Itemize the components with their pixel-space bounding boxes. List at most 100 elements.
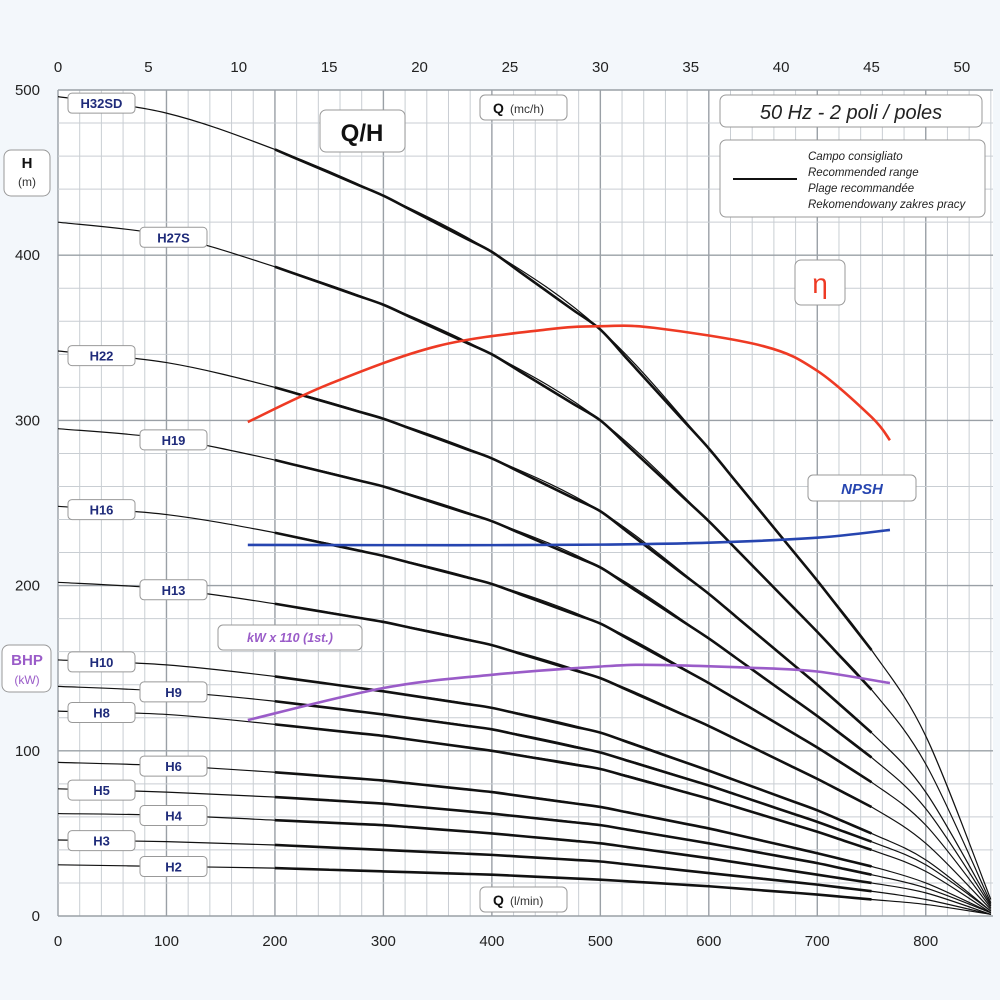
curve-H3-recommended	[274, 843, 872, 893]
curve-label-H2: H2	[139, 856, 208, 878]
x2-unit: (mc/h)	[510, 102, 544, 116]
chart-title: Q/H	[341, 120, 384, 147]
curve-label-box	[67, 779, 136, 801]
y-unit: (m)	[18, 175, 36, 189]
curve-label-box	[67, 701, 136, 723]
legend-text: Recommended range	[808, 167, 919, 179]
x2-tick-label: 20	[411, 59, 428, 76]
curve-H22-recommended	[274, 386, 873, 734]
curve-label-box	[139, 856, 208, 878]
curve-H27S-recommended	[274, 265, 873, 691]
power-label-text: kW x 110 (1st.)	[247, 631, 333, 645]
plot-area	[58, 90, 993, 916]
curve-label-text: H27S	[157, 230, 190, 245]
y-tick-label: 0	[32, 908, 40, 925]
curve-H9-recommended	[274, 699, 872, 843]
subtitle-box: 50 Hz - 2 poli / poles	[719, 94, 983, 128]
curve-label-text: H16	[90, 503, 114, 518]
x2-tick-label: 40	[773, 59, 790, 76]
efficiency-label: η	[794, 259, 846, 306]
y-tick-label: 100	[15, 743, 40, 760]
curve-label-H3: H3	[67, 830, 136, 852]
curve-label-box	[67, 830, 136, 852]
npsh-curve	[247, 528, 891, 547]
curves	[57, 96, 992, 915]
curve-label-box	[139, 805, 208, 827]
curve-label-box	[139, 579, 208, 601]
x-tick-label: 100	[154, 933, 179, 950]
x-tick-label: 200	[262, 933, 287, 950]
title-box: Q/H	[319, 109, 406, 153]
curve-label-text: H10	[90, 655, 114, 670]
x2-axis-label: Q (mc/h)	[479, 94, 568, 121]
chart-subtitle: 50 Hz - 2 poli / poles	[760, 102, 942, 124]
legend: Campo consigliato Recommended range Plag…	[719, 139, 986, 218]
legend-text: Rekomendowany zakres pracy	[808, 199, 966, 211]
curve-label-H22: H22	[67, 345, 136, 367]
x2-label: Q	[493, 100, 504, 116]
power-label: kW x 110 (1st.)	[217, 624, 363, 651]
x2-tick-label: 15	[321, 59, 338, 76]
curve-label-box	[67, 499, 136, 521]
curve-label-H9: H9	[139, 681, 208, 703]
curve-label-H13: H13	[139, 579, 208, 601]
curve-label-box	[139, 755, 208, 777]
curve-label-text: H22	[90, 349, 114, 364]
curve-label-text: H8	[93, 705, 110, 720]
x-unit: (l/min)	[510, 894, 543, 908]
y-tick-label: 200	[15, 578, 40, 595]
x-tick-label: 400	[479, 933, 504, 950]
x2-tick-label: 30	[592, 59, 609, 76]
curve-label-text: H5	[93, 783, 110, 798]
y-tick-label: 500	[15, 82, 40, 99]
x-axis-label: Q (l/min)	[479, 886, 568, 913]
x2-tick-label: 0	[54, 59, 62, 76]
curve-label-box	[67, 92, 136, 114]
x-tick-label: 700	[805, 933, 830, 950]
curve-label-box	[139, 226, 208, 248]
y2-axis-label: BHP (kW)	[1, 644, 52, 693]
x2-tick-label: 50	[954, 59, 971, 76]
curve-H5-recommended	[274, 795, 872, 876]
curve-label-H8: H8	[67, 701, 136, 723]
curve-H16-recommended	[274, 531, 873, 784]
y-label: H	[22, 155, 33, 172]
curve-label-text: H9	[165, 685, 182, 700]
curve-label-H16: H16	[67, 499, 136, 521]
curve-label-text: H6	[165, 759, 182, 774]
efficiency-label-text: η	[812, 268, 828, 299]
x2-tick-label: 10	[230, 59, 247, 76]
curve-H32SD-recommended	[274, 148, 873, 651]
curve-label-H19: H19	[139, 429, 208, 451]
curve-label-text: H19	[162, 433, 186, 448]
legend-text: Campo consigliato	[808, 151, 903, 163]
efficiency-curve	[247, 324, 891, 442]
x-tick-label: 500	[588, 933, 613, 950]
curve-label-H6: H6	[139, 755, 208, 777]
x2-tick-label: 45	[863, 59, 880, 76]
y2-unit: (kW)	[14, 673, 39, 687]
x2-tick-label: 5	[144, 59, 152, 76]
curve-label-H5: H5	[67, 779, 136, 801]
curve-label-box	[67, 651, 136, 673]
curve-label-box	[67, 345, 136, 367]
curve-label-H4: H4	[139, 805, 208, 827]
curve-label-box	[139, 429, 208, 451]
curve-label-H10: H10	[67, 651, 136, 673]
curve-labels: H32SD H27S H22 H19 H16 H13 H10 H9 H8 H6 H5 H4 H3 H2	[67, 92, 208, 878]
x-tick-label: 600	[696, 933, 721, 950]
power-curve	[247, 663, 891, 722]
curve-label-H27S: H27S	[139, 226, 208, 248]
y2-label: BHP	[11, 652, 43, 669]
x2-tick-label: 35	[682, 59, 699, 76]
y-axis-label: H (m)	[3, 149, 51, 197]
y-tick-label: 300	[15, 412, 40, 429]
curve-label-box	[139, 681, 208, 703]
x2-tick-label: 25	[502, 59, 519, 76]
curve-label-text: H3	[93, 834, 110, 849]
npsh-label: NPSH	[807, 474, 917, 502]
curve-label-text: H4	[165, 809, 182, 824]
